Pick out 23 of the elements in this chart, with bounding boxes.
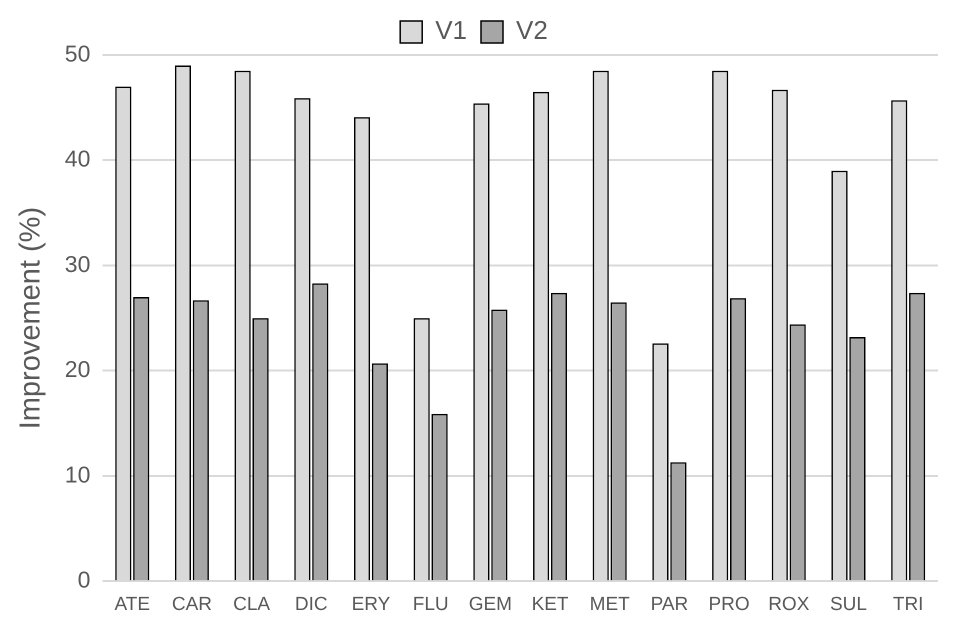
- y-tick-label: 40: [64, 146, 90, 172]
- x-tick-label: ERY: [352, 594, 391, 615]
- x-tick-label: PRO: [708, 594, 750, 615]
- x-tick-label: PAR: [650, 594, 688, 615]
- x-tick-label: KET: [532, 594, 569, 615]
- y-tick-label: 0: [78, 566, 90, 593]
- legend-label: V2: [516, 15, 548, 46]
- x-tick-label: ATE: [114, 594, 150, 615]
- x-tick-label: FLU: [412, 594, 449, 615]
- legend-label: V1: [435, 15, 468, 46]
- y-tick-label: 30: [64, 250, 90, 277]
- y-tick-label: 20: [64, 356, 90, 382]
- x-tick-label: DIC: [294, 594, 328, 615]
- x-tick-label: CLA: [233, 594, 270, 615]
- y-tick-label: 10: [64, 461, 90, 488]
- y-axis-title: Improvement (%): [14, 206, 46, 430]
- x-tick-label: GEM: [468, 594, 512, 615]
- x-tick-label: MET: [590, 594, 630, 615]
- x-tick-label: ROX: [768, 594, 810, 615]
- x-tick-label: SUL: [830, 594, 867, 615]
- x-tick-label: CAR: [172, 594, 212, 615]
- y-tick-label: 50: [64, 40, 90, 66]
- x-tick-label: TRI: [892, 594, 924, 615]
